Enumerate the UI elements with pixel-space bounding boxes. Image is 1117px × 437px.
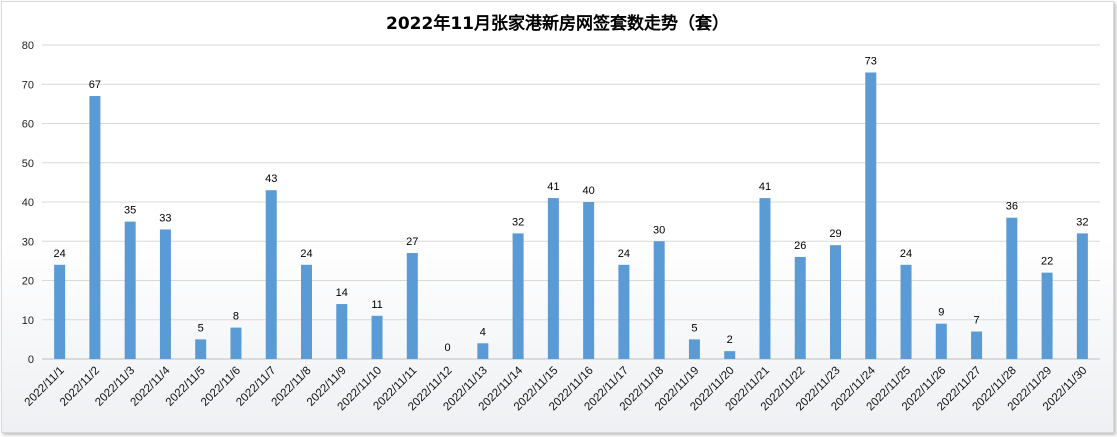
bar bbox=[1076, 233, 1088, 359]
data-label: 32 bbox=[512, 216, 524, 228]
data-label: 73 bbox=[865, 55, 877, 67]
data-label: 8 bbox=[233, 311, 239, 323]
bar bbox=[89, 96, 101, 360]
bar bbox=[54, 264, 66, 359]
data-label: 5 bbox=[691, 322, 697, 334]
data-label: 41 bbox=[547, 181, 559, 193]
data-label: 24 bbox=[900, 248, 912, 260]
bar bbox=[265, 190, 277, 359]
bar bbox=[336, 304, 348, 359]
bar bbox=[653, 241, 665, 359]
data-label: 7 bbox=[974, 315, 980, 327]
y-tick-label: 60 bbox=[22, 119, 34, 131]
bar bbox=[900, 264, 912, 359]
bar bbox=[1041, 272, 1053, 359]
bar bbox=[1006, 217, 1018, 359]
chart-title: 2022年11月张家港新房网签套数走势（套） bbox=[386, 14, 729, 34]
data-label: 26 bbox=[794, 240, 806, 252]
bar bbox=[618, 264, 630, 359]
data-label: 32 bbox=[1076, 216, 1088, 228]
bar bbox=[794, 256, 806, 359]
data-label: 4 bbox=[480, 326, 486, 338]
data-label: 30 bbox=[653, 224, 665, 236]
data-label: 22 bbox=[1041, 256, 1053, 268]
bar bbox=[512, 233, 524, 359]
data-label: 29 bbox=[829, 228, 841, 240]
bar bbox=[230, 327, 242, 359]
data-label: 14 bbox=[336, 287, 348, 299]
data-label: 35 bbox=[124, 205, 136, 217]
data-label: 2 bbox=[727, 334, 733, 346]
bar bbox=[301, 264, 312, 359]
data-label: 40 bbox=[583, 185, 595, 197]
bar bbox=[124, 221, 136, 359]
bar bbox=[830, 245, 841, 359]
data-label: 5 bbox=[198, 322, 204, 334]
bar bbox=[935, 323, 947, 359]
y-tick-label: 50 bbox=[22, 158, 34, 170]
bar bbox=[547, 198, 559, 359]
bar bbox=[159, 229, 171, 359]
bar bbox=[195, 339, 207, 359]
y-tick-label: 20 bbox=[22, 276, 34, 288]
data-label: 24 bbox=[618, 248, 630, 260]
data-label: 11 bbox=[371, 299, 382, 311]
y-tick-label: 0 bbox=[28, 354, 34, 366]
bar bbox=[759, 198, 771, 359]
bar bbox=[477, 343, 489, 359]
y-tick-label: 80 bbox=[22, 40, 34, 52]
data-label: 0 bbox=[445, 342, 451, 354]
bar bbox=[724, 351, 736, 359]
bar bbox=[971, 331, 983, 359]
bar bbox=[583, 202, 595, 359]
data-label: 27 bbox=[406, 236, 418, 248]
data-label: 36 bbox=[1006, 201, 1018, 213]
data-label: 41 bbox=[759, 181, 771, 193]
y-tick-label: 10 bbox=[22, 315, 34, 327]
bar bbox=[371, 315, 383, 359]
bar-chart: 01020304050607080242022/11/1672022/11/23… bbox=[22, 40, 1100, 413]
y-tick-label: 40 bbox=[22, 197, 34, 209]
y-tick-label: 30 bbox=[22, 236, 34, 248]
data-label: 24 bbox=[54, 248, 66, 260]
bar bbox=[688, 339, 700, 359]
bar bbox=[865, 72, 877, 359]
bar bbox=[406, 253, 418, 359]
data-label: 43 bbox=[265, 173, 277, 185]
data-label: 33 bbox=[159, 212, 171, 224]
y-tick-label: 70 bbox=[22, 79, 34, 91]
data-label: 67 bbox=[89, 79, 101, 91]
data-label: 9 bbox=[938, 307, 944, 319]
data-label: 24 bbox=[300, 248, 312, 260]
